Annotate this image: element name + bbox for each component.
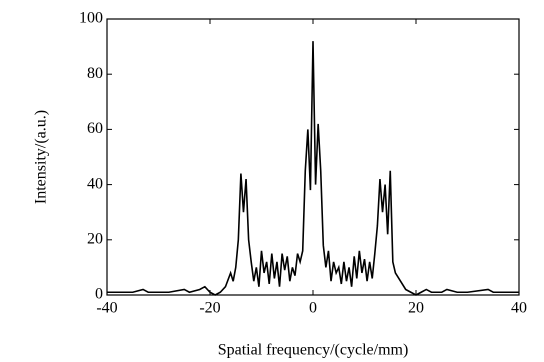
- data-line: [107, 41, 519, 296]
- y-tick-label: 0: [95, 286, 103, 303]
- x-tick-label: -20: [199, 300, 220, 317]
- x-tick-label: 0: [309, 300, 317, 317]
- x-axis-label: Spatial frequency/(cycle/mm): [218, 342, 409, 359]
- x-tick-label: 40: [511, 300, 527, 317]
- plot-frame: [106, 18, 520, 296]
- y-tick-label: 40: [87, 175, 103, 192]
- y-tick-label: 80: [87, 65, 103, 82]
- y-tick-label: 20: [87, 230, 103, 247]
- y-axis-label: Intensity/(a.u.): [33, 110, 50, 204]
- y-tick-label: 60: [87, 120, 103, 137]
- y-tick-label: 100: [79, 10, 103, 27]
- x-tick-label: 20: [408, 300, 424, 317]
- x-tick-label: -40: [96, 300, 117, 317]
